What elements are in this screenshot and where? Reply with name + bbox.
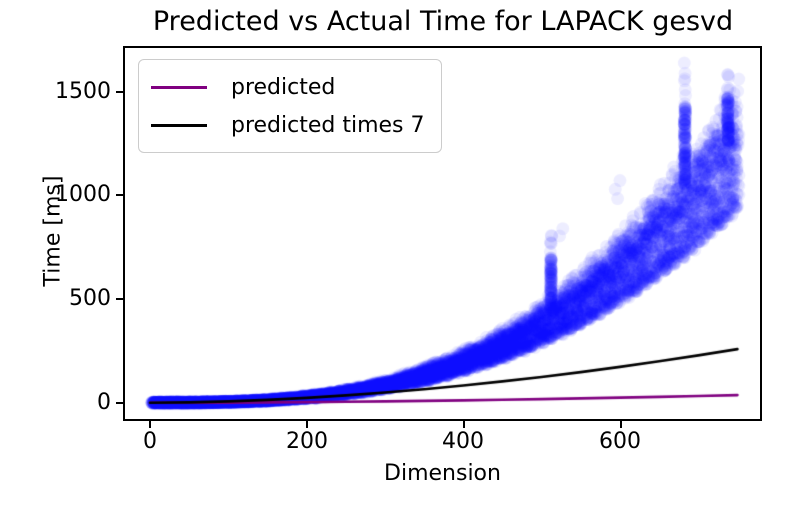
legend-label: predicted times 7 [231, 112, 425, 138]
y-tick-label: 500 [69, 286, 111, 311]
x-tick-label: 200 [286, 429, 328, 454]
y-tick-mark [116, 91, 125, 93]
x-tick-label: 400 [442, 429, 484, 454]
x-tick-mark [306, 419, 308, 428]
x-tick-mark [149, 419, 151, 428]
y-tick-label: 1500 [55, 79, 111, 104]
predicted-line-swatch [151, 85, 207, 89]
y-tick-mark [116, 194, 125, 196]
y-tick-mark [116, 402, 125, 404]
legend-item-predicted: predicted [151, 68, 425, 106]
x-tick-label: 600 [599, 429, 641, 454]
legend: predicted predicted times 7 [138, 59, 442, 153]
y-tick-label: 0 [97, 390, 111, 415]
x-tick-mark [620, 419, 622, 428]
x-axis-label: Dimension [384, 461, 501, 486]
x-tick-label: 0 [143, 429, 157, 454]
predicted-times-7-line-swatch [151, 123, 207, 127]
y-tick-label: 1000 [55, 182, 111, 207]
chart-title: Predicted vs Actual Time for LAPACK gesv… [152, 6, 734, 37]
y-tick-mark [116, 298, 125, 300]
y-axis-label: Time [ms] [40, 175, 66, 287]
x-tick-mark [463, 419, 465, 428]
legend-item-predicted-times-7: predicted times 7 [151, 106, 425, 144]
legend-label: predicted [231, 74, 336, 100]
